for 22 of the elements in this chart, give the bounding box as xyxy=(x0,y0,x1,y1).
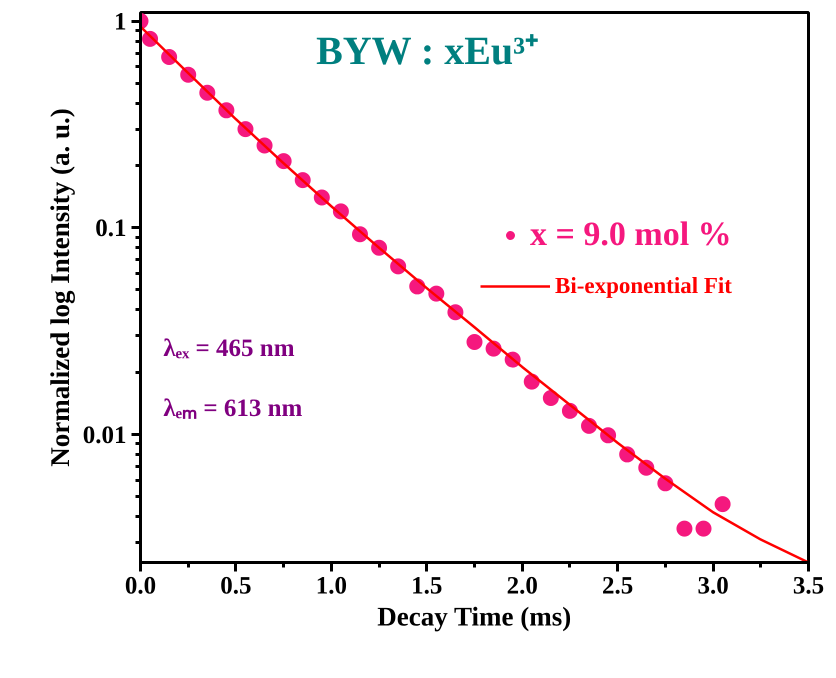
annotation: λₑₓ = 465 nm xyxy=(163,335,295,362)
x-tick-label: 1.5 xyxy=(411,572,442,600)
x-axis-title: Decay Time (ms) xyxy=(377,602,572,632)
x-tick-label: 0.5 xyxy=(220,572,252,600)
y-tick-label: 0.1 xyxy=(95,215,126,242)
x-tick-label: 3.0 xyxy=(697,572,729,600)
x-tick-label: 3.5 xyxy=(792,572,824,600)
annotation: λₑₘ = 613 nm xyxy=(163,395,303,422)
x-tick-label: 2.5 xyxy=(602,572,634,600)
x-tick-label: 1.0 xyxy=(316,572,347,600)
point xyxy=(466,334,482,350)
point xyxy=(696,520,712,537)
point xyxy=(714,496,731,512)
y-axis-title: Normalized log Intensity (a. u.) xyxy=(44,108,75,467)
legend-label: Bi-exponential Fit xyxy=(555,273,732,299)
chart-title: BYW : xEu³⁺ xyxy=(316,28,540,74)
x-tick-label: 2.0 xyxy=(506,572,538,600)
point xyxy=(676,520,692,537)
legend-label: x = 9.0 mol % xyxy=(530,216,732,254)
y-tick-label: 1 xyxy=(114,8,126,36)
x-tick-label: 0.0 xyxy=(124,572,156,600)
y-tick-label: 0.01 xyxy=(82,422,126,449)
